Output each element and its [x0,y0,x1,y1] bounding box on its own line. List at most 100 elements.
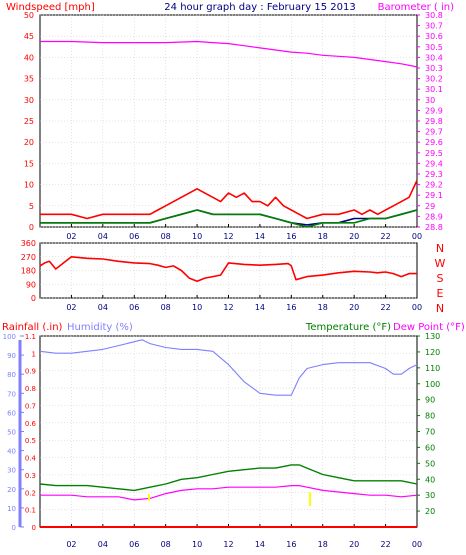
wind-baro-series [40,40,418,228]
x-tick-label: 18 [318,303,328,312]
x-tick-label: 00 [412,303,422,312]
rainfall-tick-label: 0.2 [25,489,36,497]
compass-label: E [437,287,444,300]
x-tick-label: 18 [318,540,328,549]
x-tick-label: 20 [349,232,359,241]
x-tick-label: 10 [192,540,202,549]
rainfall-axis: 0 0.1 0.2 0.3 0.4 0.5 0.6 0.7 0.8 0.9 1 1.1 [25,333,37,532]
x-tick-label: 22 [380,540,390,549]
humidity-line [39,339,418,396]
rainfall-tick-label: 0.9 [25,368,36,376]
rainfall-tick-label: 0.3 [25,472,36,480]
dew-point-line [40,485,418,501]
barometer-tick-label: 29.2 [425,181,443,190]
rain-bar-marker [148,494,150,501]
wind-baro-x-axis: 02 04 06 08 10 12 14 16 18 20 22 00 [66,224,422,241]
x-tick-label: 04 [98,232,108,241]
rainfall-tick-label: 0.6 [25,420,37,428]
barometer-tick-label: 29.9 [425,106,443,115]
x-tick-label: 12 [223,540,233,549]
rainfall-tick-label: 1.1 [25,333,36,341]
rainfall-axis-label: Rainfall (.in) [2,322,63,333]
temperature-tick-label: 80 [425,412,435,421]
barometer-tick-label: 30.6 [425,32,443,41]
x-tick-label: 20 [349,303,359,312]
temperature-tick-label: 20 [425,507,435,516]
windspeed-tick-label: 25 [24,117,34,126]
temperature-tick-label: 50 [425,459,435,468]
rainfall-tick-label: 0.4 [25,455,37,463]
temperature-axis: 20 30 40 50 60 70 80 90 100 110 120 130 [417,332,440,516]
x-tick-label: 08 [161,540,171,549]
windspeed-tick-label: 30 [24,96,34,105]
humidity-tick-label: 30 [7,467,16,475]
rainfall-tick-label: 1 [32,350,36,358]
x-tick-label: 04 [98,303,108,312]
x-tick-label: 14 [255,540,265,549]
humidity-tick-label: 60 [7,409,16,417]
rainfall-tick-label: 0.8 [25,385,36,393]
x-tick-label: 22 [380,303,390,312]
x-tick-label: 06 [129,303,139,312]
barometer-tick-label: 29.8 [425,117,443,126]
windspeed-tick-label: 35 [24,75,34,84]
humidity-axis-label: Humidity (%) [67,322,133,333]
x-tick-label: 10 [192,232,202,241]
humidity-tick-label: 80 [7,371,16,379]
x-tick-label: 06 [129,232,139,241]
graph-title: 24 hour graph day : February 15 2013 [164,2,355,13]
wind-direction-x-axis: 02 04 06 08 10 12 14 16 18 20 22 00 [66,295,422,312]
temperature-tick-label: 120 [425,348,440,357]
x-tick-label: 02 [66,540,76,549]
windspeed-tick-label: 50 [24,11,34,20]
temperature-tick-label: 40 [425,475,435,484]
temperature-line [39,464,418,492]
wind-direction-series [39,255,417,283]
x-tick-label: 12 [223,232,233,241]
x-tick-label: 14 [255,303,265,312]
barometer-tick-label: 29.6 [425,138,443,147]
barometer-tick-label: 29.1 [425,191,443,200]
rainfall-tick-label: 0 [32,524,36,532]
temperature-tick-label: 60 [425,443,435,452]
x-tick-label: 18 [318,232,328,241]
x-tick-label: 16 [286,303,296,312]
temperature-tick-label: 70 [425,428,435,437]
temperature-tick-label: 110 [425,364,440,373]
windspeed-line [40,209,418,228]
x-tick-label: 22 [380,232,390,241]
humidity-tick-label: 90 [7,352,16,360]
barometer-tick-label: 28.9 [425,212,443,221]
temperature-tick-label: 90 [425,396,435,405]
rain-bar-marker [309,492,311,506]
barometer-tick-label: 29.7 [425,128,443,137]
humidity-tick-label: 70 [7,390,16,398]
temp-humidity-series [39,339,418,528]
barometer-tick-label: 29.3 [425,170,443,179]
barometer-tick-label: 29.5 [425,149,443,158]
windspeed-tick-label: 10 [24,181,34,190]
temperature-axis-label: Temperature (°F) [305,322,391,333]
barometer-tick-label: 30.3 [425,64,443,73]
wind-direction-gridlines [40,242,417,299]
direction-tick-label: 180 [21,267,36,276]
humidity-tick-label: 50 [7,429,16,437]
humidity-tick-label: 0 [12,524,16,532]
x-tick-label: 04 [98,540,108,549]
windspeed-tick-label: 40 [24,53,34,62]
humidity-axis: 0 10 20 30 40 50 60 70 80 90 100 [3,333,24,532]
compass-label: W [435,257,446,270]
barometer-tick-label: 30.8 [425,11,443,20]
rainfall-tick-label: 0.5 [25,437,36,445]
rainfall-tick-label: 0.7 [25,402,36,410]
direction-tick-label: 270 [21,253,36,262]
direction-tick-label: 360 [21,239,36,248]
direction-tick-label: 0 [31,294,36,303]
compass-label: N [436,302,444,315]
barometer-axis: 28.8 28.929 29.129.2 29.3 29.429.5 29.629.7 29… [417,11,443,232]
dew-point-axis-label: Dew Point (°F) [393,322,465,333]
x-tick-label: 00 [412,540,422,549]
barometer-tick-label: 29 [425,202,435,211]
windspeed-tick-label: 45 [24,32,34,41]
